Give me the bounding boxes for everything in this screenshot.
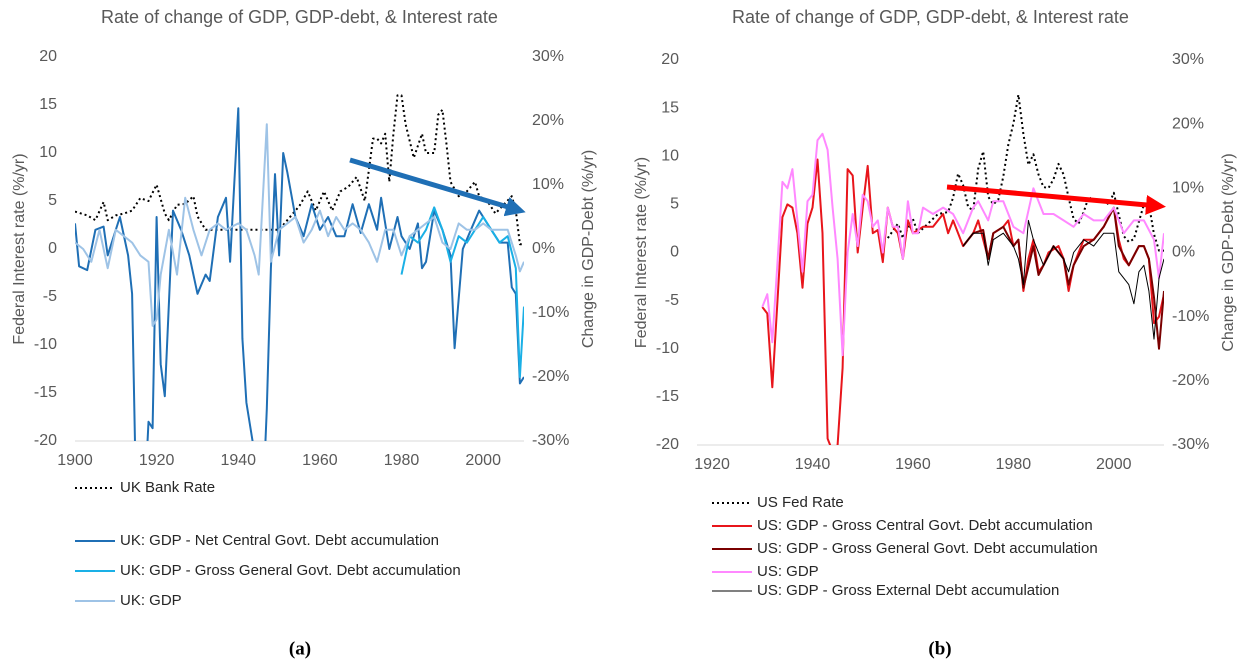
y-tick-label: -5 [43, 288, 57, 305]
y-tick-label: -10 [34, 336, 57, 353]
y-tick-label: 15 [661, 99, 679, 116]
y-tick-label: -15 [34, 384, 57, 401]
series-line [400, 206, 524, 378]
y-tick-label: 10 [39, 144, 57, 161]
trend-arrow [946, 184, 1166, 215]
y-tick-label: 15 [39, 96, 57, 113]
y2-tick-label: 0% [532, 240, 555, 257]
y2-tick-label: -30% [1172, 436, 1209, 453]
series-line [75, 107, 524, 441]
y-tick-label: -20 [34, 432, 57, 449]
y2-tick-label: 30% [532, 48, 564, 65]
legend-label: UK: GDP - Net Central Govt. Debt accumul… [120, 532, 439, 549]
plot-area [761, 93, 1164, 445]
legend-label: US: GDP - Gross Central Govt. Debt accum… [757, 517, 1093, 534]
x-tick-label: 1960 [895, 456, 931, 473]
y-axis-label: Federal Interest rate (%/yr) [11, 153, 28, 344]
x-tick-label: 1980 [384, 452, 420, 469]
y-tick-label: -20 [656, 436, 679, 453]
y2-tick-label: -30% [532, 432, 569, 449]
x-tick-label: 1920 [139, 452, 175, 469]
trend-arrow [349, 157, 526, 217]
y2-tick-label: -20% [1172, 372, 1209, 389]
y2-axis-label: Change in GDP-Debt (%/yr) [580, 150, 597, 348]
x-tick-label: 1940 [795, 456, 831, 473]
x-tick-label: 1960 [302, 452, 338, 469]
y2-tick-label: 0% [1172, 244, 1195, 261]
x-tick-label: 2000 [465, 452, 501, 469]
series-line [75, 123, 524, 327]
y2-tick-label: -20% [532, 368, 569, 385]
series-line [761, 132, 1164, 357]
x-tick-label: 1900 [57, 452, 93, 469]
caption: (a) [289, 638, 311, 659]
y2-axis-label: Change in GDP-Debt (%/yr) [1220, 153, 1237, 351]
y-tick-label: 0 [670, 244, 679, 261]
chart-title: Rate of change of GDP, GDP-debt, & Inter… [101, 7, 498, 27]
legend-label: US Fed Rate [757, 494, 844, 511]
legend-label: UK Bank Rate [120, 479, 215, 496]
legend-label: UK: GDP - Gross General Govt. Debt accum… [120, 562, 461, 579]
y-axis-label: Federal Interest rate (%/yr) [633, 157, 650, 348]
series-line [962, 206, 1164, 350]
caption: (b) [928, 638, 951, 659]
y-tick-label: -10 [656, 340, 679, 357]
y2-tick-label: 20% [1172, 115, 1204, 132]
x-tick-label: 1920 [694, 456, 730, 473]
y2-tick-label: 20% [532, 112, 564, 129]
y2-tick-label: 10% [1172, 180, 1204, 197]
series-line [962, 219, 1164, 340]
x-tick-label: 2000 [1096, 456, 1132, 473]
chart-title: Rate of change of GDP, GDP-debt, & Inter… [732, 7, 1129, 27]
y2-tick-label: 10% [532, 176, 564, 193]
y-tick-label: 5 [670, 196, 679, 213]
legend-label: US: GDP [757, 563, 819, 580]
y-tick-label: 5 [48, 192, 57, 209]
legend-label: US: GDP - Gross External Debt accumulati… [757, 582, 1059, 599]
y-tick-label: -15 [656, 388, 679, 405]
y-tick-label: -5 [665, 292, 679, 309]
legend-label: UK: GDP [120, 592, 182, 609]
legend-label: US: GDP - Gross General Govt. Debt accum… [757, 540, 1098, 557]
y-tick-label: 0 [48, 240, 57, 257]
series-line [75, 94, 524, 246]
y2-tick-label: -10% [532, 304, 569, 321]
x-tick-label: 1940 [220, 452, 256, 469]
y2-tick-label: -10% [1172, 308, 1209, 325]
y-tick-label: 20 [661, 51, 679, 68]
y-tick-label: 10 [661, 147, 679, 164]
plot-area [75, 94, 524, 441]
x-tick-label: 1980 [996, 456, 1032, 473]
y2-tick-label: 30% [1172, 51, 1204, 68]
y-tick-label: 20 [39, 48, 57, 65]
